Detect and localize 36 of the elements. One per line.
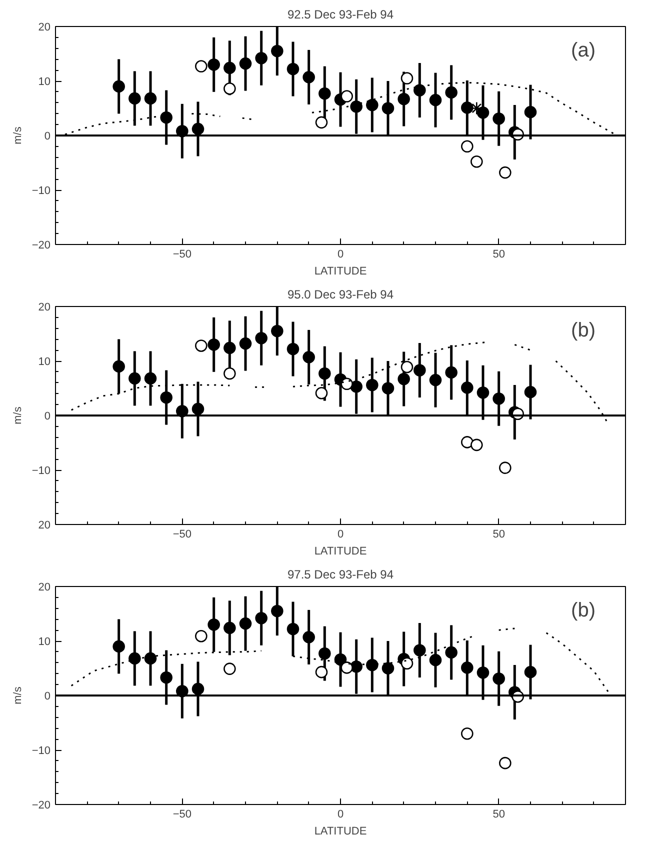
x-tick-label: −50	[172, 248, 192, 260]
x-axis-title: LATITUDE	[314, 826, 367, 838]
y-tick-label: 10	[38, 76, 51, 88]
y-tick-label: −10	[32, 185, 51, 197]
y-tick-label: −20	[32, 800, 51, 812]
x-tick-label: 0	[337, 808, 344, 820]
x-axis-title: LATITUDE	[314, 546, 367, 558]
x-tick-label: 0	[337, 528, 344, 540]
chart-title: 97.5 Dec 93-Feb 94	[287, 568, 394, 582]
y-tick-label: 0	[44, 690, 51, 702]
y-tick-label: −10	[32, 465, 51, 477]
x-tick-label: 50	[492, 248, 505, 260]
annotation: (b)	[571, 600, 596, 622]
chart-title: 92.5 Dec 93-Feb 94	[287, 8, 394, 22]
y-tick-label: −20	[32, 240, 51, 252]
annotation: (b)	[571, 320, 596, 342]
x-tick-label: 50	[492, 528, 505, 540]
y-axis-title: m/s	[12, 686, 24, 704]
y-tick-label: 0	[44, 410, 51, 422]
y-axis-title: m/s	[12, 126, 24, 144]
y-tick-label: 10	[38, 356, 51, 368]
annotation: (a)	[571, 40, 596, 62]
y-axis-title: m/s	[12, 406, 24, 424]
x-tick-label: −50	[172, 808, 192, 820]
y-tick-label: 20	[38, 582, 51, 594]
x-tick-label: 0	[337, 248, 344, 260]
y-tick-label: 20	[38, 302, 51, 314]
y-tick-label: −10	[32, 745, 51, 757]
y-tick-label: 20	[38, 520, 51, 532]
chart-title: 95.0 Dec 93-Feb 94	[287, 288, 394, 302]
x-tick-label: −50	[172, 528, 192, 540]
x-axis-title: LATITUDE	[314, 266, 367, 278]
x-tick-label: 50	[492, 808, 505, 820]
y-tick-label: 0	[44, 130, 51, 142]
y-tick-label: 10	[38, 636, 51, 648]
y-tick-label: 20	[38, 22, 51, 34]
